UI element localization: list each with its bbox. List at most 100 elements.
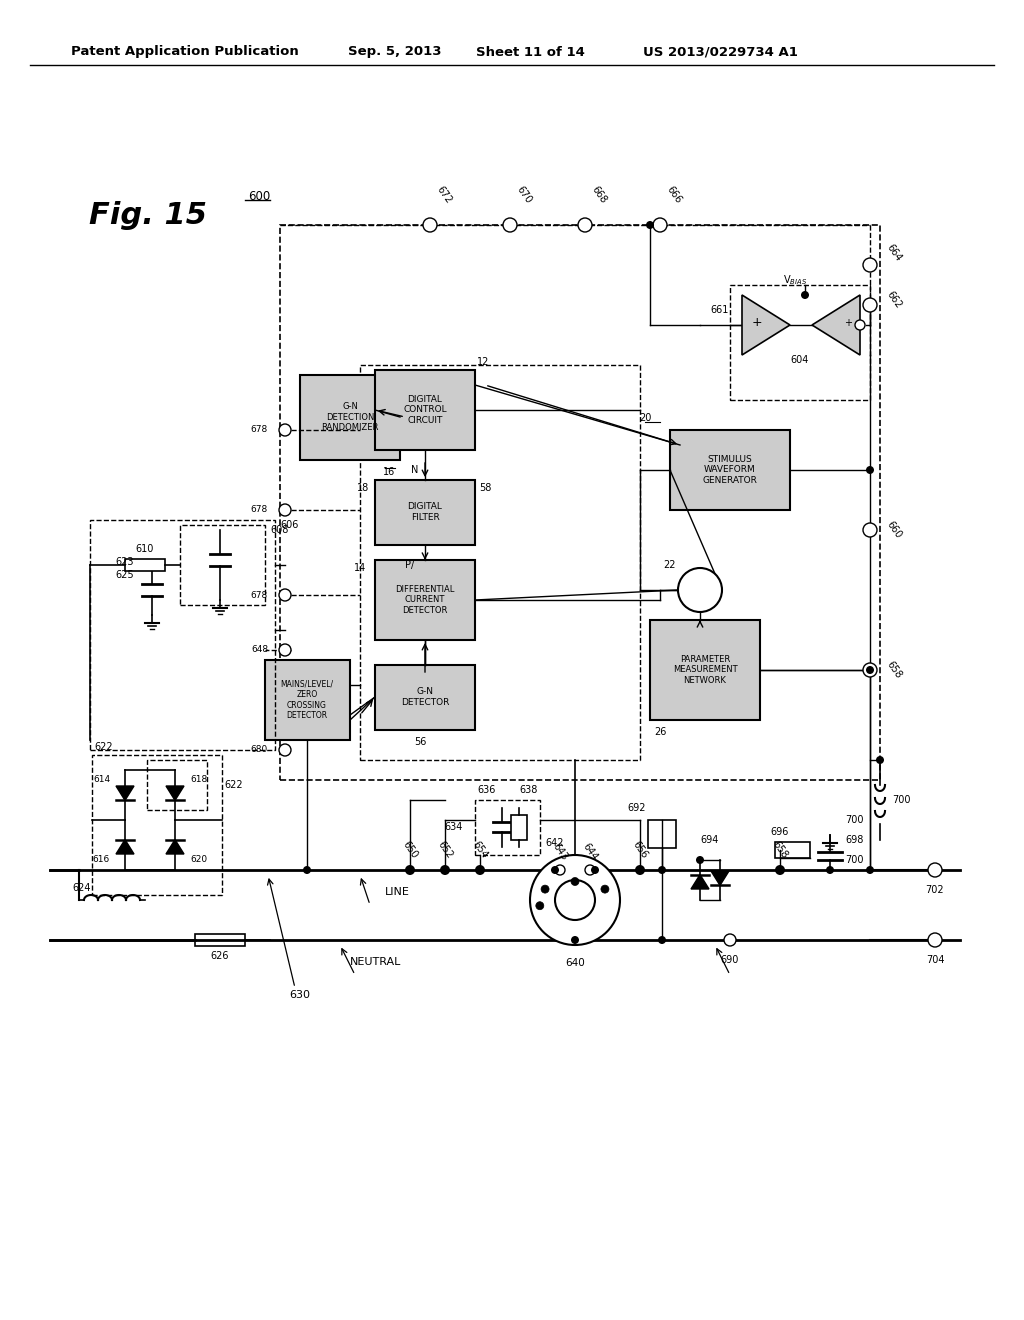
Circle shape	[775, 865, 785, 875]
Text: +: +	[844, 318, 852, 327]
Circle shape	[928, 933, 942, 946]
Circle shape	[541, 886, 549, 894]
Circle shape	[279, 589, 291, 601]
Polygon shape	[166, 840, 184, 854]
Circle shape	[578, 218, 592, 232]
Text: G-N
DETECTION
RANDOMIZER: G-N DETECTION RANDOMIZER	[322, 403, 379, 432]
Circle shape	[826, 866, 834, 874]
Text: 14: 14	[354, 564, 367, 573]
Text: 56: 56	[414, 737, 426, 747]
Polygon shape	[116, 785, 134, 800]
Text: 670: 670	[515, 185, 534, 206]
Circle shape	[776, 866, 784, 874]
Circle shape	[635, 865, 645, 875]
Text: 604: 604	[791, 355, 809, 366]
Circle shape	[928, 863, 942, 876]
Text: 630: 630	[290, 990, 310, 1001]
Text: 698: 698	[845, 836, 863, 845]
Text: MAINS/LEVEL/
ZERO
CROSSING
DETECTOR: MAINS/LEVEL/ ZERO CROSSING DETECTOR	[281, 680, 334, 721]
Text: 26: 26	[653, 727, 667, 737]
Circle shape	[555, 865, 565, 875]
Circle shape	[863, 257, 877, 272]
Circle shape	[279, 644, 291, 656]
Text: 610: 610	[136, 544, 155, 554]
Text: 678: 678	[251, 590, 268, 599]
Text: 664: 664	[885, 243, 904, 264]
Text: 662: 662	[885, 289, 904, 310]
Circle shape	[536, 902, 544, 909]
Text: 666: 666	[665, 185, 684, 206]
Text: 634: 634	[444, 822, 463, 832]
Bar	[730, 285, 870, 400]
Text: 652: 652	[435, 840, 455, 861]
Text: US 2013/0229734 A1: US 2013/0229734 A1	[643, 45, 798, 58]
Circle shape	[601, 886, 609, 894]
Text: 678: 678	[251, 425, 268, 434]
Polygon shape	[116, 840, 134, 854]
Bar	[147, 760, 207, 810]
Text: DIGITAL
FILTER: DIGITAL FILTER	[408, 503, 442, 521]
Polygon shape	[812, 294, 860, 355]
Text: 640: 640	[565, 958, 585, 968]
Text: 600: 600	[248, 190, 270, 203]
Circle shape	[591, 866, 599, 874]
Circle shape	[423, 218, 437, 232]
Text: 16: 16	[383, 467, 395, 477]
Text: 636: 636	[477, 785, 496, 795]
Text: +: +	[752, 317, 762, 330]
Text: N: N	[412, 465, 419, 475]
Text: 12: 12	[477, 356, 489, 367]
Text: 692: 692	[628, 803, 646, 813]
Bar	[92, 755, 222, 895]
Text: 660: 660	[885, 520, 904, 540]
Bar	[775, 842, 810, 858]
Text: 694: 694	[700, 836, 719, 845]
Text: 700: 700	[845, 814, 863, 825]
Circle shape	[653, 218, 667, 232]
Circle shape	[406, 865, 415, 875]
Bar	[670, 430, 790, 510]
Text: 661: 661	[711, 305, 729, 315]
Text: 644: 644	[581, 842, 599, 862]
Text: 614: 614	[93, 776, 110, 784]
Text: 648: 648	[251, 645, 268, 655]
Text: 638: 638	[519, 785, 538, 795]
Circle shape	[801, 290, 809, 300]
Circle shape	[279, 424, 291, 436]
Text: 643: 643	[551, 842, 569, 862]
Text: Sheet 11 of 14: Sheet 11 of 14	[475, 45, 585, 58]
Bar	[375, 560, 475, 640]
Circle shape	[440, 865, 450, 875]
Text: NEUTRAL: NEUTRAL	[350, 957, 401, 968]
Bar	[375, 665, 475, 730]
Text: 680: 680	[251, 746, 268, 755]
Circle shape	[658, 866, 666, 874]
Bar	[648, 820, 676, 847]
Circle shape	[866, 466, 874, 474]
Circle shape	[551, 866, 559, 874]
Circle shape	[503, 218, 517, 232]
Text: PARAMETER
MEASUREMENT
NETWORK: PARAMETER MEASUREMENT NETWORK	[673, 655, 737, 685]
Bar	[125, 558, 165, 572]
Text: DIFFERENTIAL
CURRENT
DETECTOR: DIFFERENTIAL CURRENT DETECTOR	[395, 585, 455, 615]
Bar	[511, 814, 527, 840]
Bar	[650, 620, 760, 719]
Circle shape	[876, 756, 884, 764]
Circle shape	[585, 865, 595, 875]
Bar	[90, 520, 275, 750]
Polygon shape	[691, 875, 709, 888]
Circle shape	[863, 663, 877, 677]
Text: 620: 620	[190, 855, 207, 865]
Text: 618: 618	[190, 776, 207, 784]
Text: 700: 700	[892, 795, 910, 805]
Circle shape	[279, 504, 291, 516]
Circle shape	[866, 667, 874, 675]
Text: 622: 622	[224, 780, 243, 789]
Circle shape	[571, 936, 579, 944]
Text: V$_{BIAS}$: V$_{BIAS}$	[783, 273, 807, 286]
Text: 700: 700	[845, 855, 863, 865]
Polygon shape	[742, 294, 790, 355]
Circle shape	[724, 935, 736, 946]
Text: 624: 624	[72, 883, 90, 894]
Text: 658: 658	[771, 840, 790, 861]
